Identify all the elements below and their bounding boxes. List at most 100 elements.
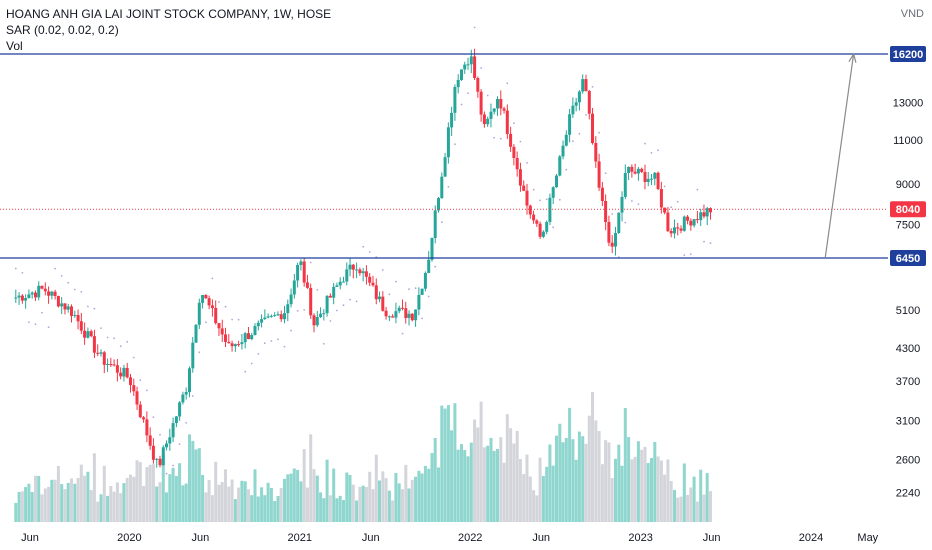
sar-dot	[21, 272, 24, 274]
volume-bar	[276, 496, 280, 522]
volume-bar	[135, 460, 139, 522]
sar-dot	[296, 310, 299, 312]
sar-dot	[637, 203, 640, 206]
volume-bar	[266, 482, 270, 522]
candle-body	[322, 313, 326, 315]
sar-dot	[309, 261, 312, 264]
volume-bar	[50, 479, 54, 522]
sar-dot	[244, 370, 247, 373]
volume-bar	[99, 494, 103, 522]
sar-dot	[683, 254, 686, 256]
sar-indicator-label[interactable]: SAR (0.02, 0.02, 0.2)	[6, 23, 119, 37]
candle-body	[151, 445, 155, 460]
candle-body	[486, 118, 490, 125]
volume-bar	[614, 458, 617, 522]
candle-body	[269, 315, 273, 317]
candle-body	[276, 314, 280, 316]
candle-body	[673, 227, 676, 234]
volume-bar	[125, 478, 129, 522]
candle-body	[47, 291, 51, 296]
volume-bar	[378, 480, 381, 522]
volume-bar	[171, 467, 175, 522]
volume-bar	[148, 464, 152, 522]
volume-bar	[145, 467, 149, 522]
candle-body	[505, 110, 509, 134]
volume-bar	[315, 475, 319, 522]
volume-bar	[682, 463, 686, 522]
candle-body	[378, 296, 381, 300]
candle-body	[233, 344, 237, 347]
candle-body	[663, 207, 667, 213]
time-tick-label: May	[857, 532, 878, 544]
candle-body	[410, 313, 414, 321]
sar-dot	[41, 311, 43, 314]
price-tick-label: 2600	[896, 454, 920, 466]
candle-body	[325, 295, 329, 314]
volume-bar	[686, 495, 690, 522]
volume-bar	[345, 472, 349, 522]
volume-bar	[296, 469, 300, 522]
volume-bar	[155, 486, 159, 522]
candle-body	[351, 264, 355, 270]
sar-dot	[172, 464, 175, 467]
candle-body	[24, 298, 28, 301]
volume-bar	[581, 436, 585, 522]
volume-bar	[417, 470, 421, 522]
sar-dot	[277, 338, 279, 341]
time-axis[interactable]: Jun 2020 Jun 2021 Jun 2022 Jun 2023 Jun 2024 May	[21, 532, 879, 544]
volume-bar	[181, 485, 185, 522]
candle-body	[99, 352, 103, 354]
volume-label[interactable]: Vol	[6, 39, 23, 53]
volume-bar	[292, 468, 296, 522]
sar-dot	[211, 277, 214, 280]
candle-body	[381, 296, 385, 311]
sar-dot	[231, 318, 234, 321]
price-tick-label: 3100	[896, 415, 920, 427]
candle-body	[266, 316, 270, 318]
sar-dot	[467, 92, 469, 94]
volume-bar	[368, 471, 372, 522]
candle-body	[92, 336, 96, 353]
candle-body	[237, 344, 241, 346]
candle-body	[315, 317, 319, 326]
sar-dot	[60, 275, 63, 277]
sar-dot	[427, 295, 430, 298]
sar-dot	[47, 326, 50, 329]
volume-bar	[332, 468, 336, 522]
projection-arrow[interactable]	[824, 52, 857, 259]
horizontal-levels[interactable]: 16200 6450 8040	[0, 46, 926, 266]
candle-body	[299, 261, 303, 265]
candle-body	[522, 185, 526, 191]
volume-bar	[699, 469, 703, 522]
volume-bar	[643, 446, 647, 522]
candle-body	[689, 220, 693, 226]
volume-bar	[709, 491, 712, 522]
sar-dot	[454, 143, 456, 146]
sar-dot	[93, 307, 96, 310]
volume-bar	[407, 488, 411, 522]
candle-body	[358, 269, 362, 274]
candle-body	[60, 303, 64, 307]
volume-bar	[587, 415, 591, 522]
volume-bar	[79, 464, 83, 522]
volume-bar	[558, 423, 562, 522]
candle-body	[184, 392, 188, 395]
volume-bar	[384, 478, 388, 522]
volume-bar	[224, 469, 227, 522]
symbol-title[interactable]: HOANG ANH GIA LAI JOINT STOCK COMPANY, 1…	[6, 7, 332, 21]
price-axis[interactable]: 13000 11000 9000 7500 5100 4300 3700 3100 2600 22…	[893, 98, 924, 500]
volume-bar	[112, 491, 116, 522]
volume-bar	[627, 437, 631, 522]
volume-bar	[548, 444, 552, 522]
volume-bar	[204, 492, 208, 522]
time-tick-label: Jun	[362, 532, 380, 544]
candle-body	[253, 326, 257, 335]
volume-bar	[479, 401, 483, 522]
volume-bar	[17, 492, 21, 522]
volume-bar	[142, 486, 146, 522]
volume-bar	[283, 478, 286, 522]
sar-dot	[493, 136, 496, 139]
volume-bar	[496, 449, 499, 522]
volume-bar	[391, 500, 395, 522]
